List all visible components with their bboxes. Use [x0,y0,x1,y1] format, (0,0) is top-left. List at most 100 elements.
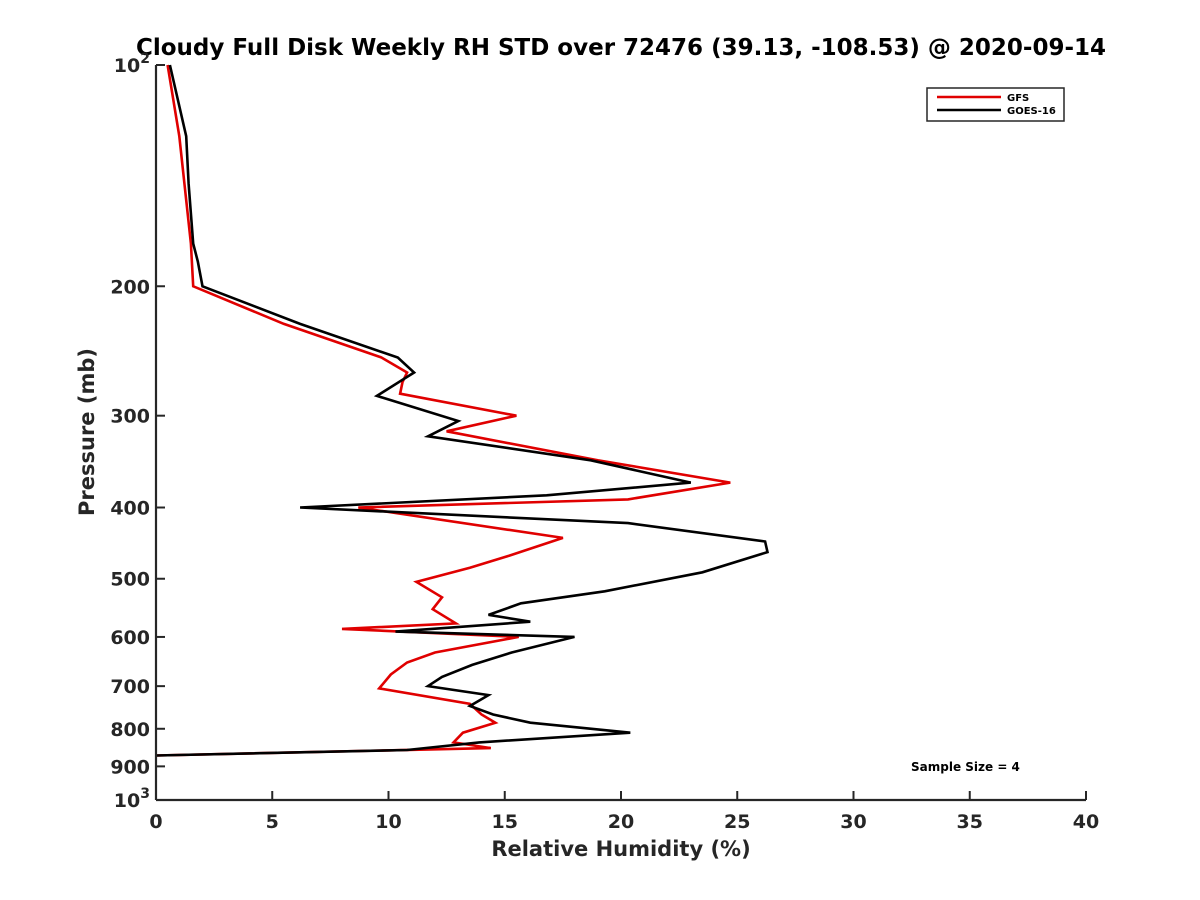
data-point-goes16 [573,636,575,638]
data-point-goes16 [590,459,592,461]
data-point-goes16 [427,435,429,437]
data-point-goes16 [764,540,766,542]
data-point-goes16 [394,630,396,632]
data-point-goes16 [187,182,189,184]
data-point-goes16 [529,722,531,724]
data-point-goes16 [492,713,494,715]
data-point-goes16 [299,323,301,325]
data-point-goes16 [201,285,203,287]
series-layer [155,64,770,757]
data-point-gfs [627,498,629,500]
data-point-gfs [390,673,392,675]
x-tick-label: 30 [840,811,866,833]
x-axis-label: Relative Humidity (%) [491,837,750,861]
chart-title: Cloudy Full Disk Weekly RH STD over 7247… [136,35,1106,61]
y-tick-label: 500 [110,569,150,591]
data-point-gfs [445,430,447,432]
data-point-goes16 [766,551,768,553]
y-tick-label: 900 [110,756,150,778]
data-point-goes16 [376,395,378,397]
legend-label-goes16: GOES-16 [1007,106,1056,117]
data-point-goes16 [413,371,415,373]
series-line-goes16 [155,64,770,757]
data-point-goes16 [487,614,489,616]
data-point-gfs [357,506,359,508]
data-point-gfs [190,242,192,244]
data-point-gfs [341,628,343,630]
data-point-goes16 [627,522,629,524]
data-point-goes16 [604,590,606,592]
data-point-gfs [562,537,564,539]
data-point-gfs [515,415,517,417]
data-point-gfs [432,608,434,610]
x-tick-label: 25 [724,811,750,833]
y-tick-label: 102 [114,51,150,77]
series-line-gfs [155,64,731,757]
data-point-gfs [508,554,510,556]
data-point-goes16 [487,694,489,696]
data-point-goes16 [299,506,301,508]
data-point-gfs [399,393,401,395]
data-point-goes16 [192,242,194,244]
data-point-goes16 [169,64,171,66]
data-point-goes16 [511,651,513,653]
data-point-gfs [415,581,417,583]
y-tick-label: 600 [110,627,150,649]
data-point-goes16 [185,135,187,137]
data-point-goes16 [529,621,531,623]
y-tick-label: 700 [110,676,150,698]
data-point-gfs [406,661,408,663]
x-tick-label: 5 [266,811,279,833]
data-point-goes16 [545,494,547,496]
data-point-gfs [166,64,168,66]
x-tick-label: 40 [1073,811,1099,833]
y-tick-label: 400 [110,498,150,520]
x-tick-label: 15 [492,811,518,833]
data-point-gfs [283,323,285,325]
x-tick-label: 20 [608,811,634,833]
data-point-gfs [452,741,454,743]
data-point-goes16 [427,685,429,687]
data-point-gfs [178,135,180,137]
y-tick-label: 103 [114,786,150,812]
x-tick-label: 35 [957,811,983,833]
legend-label-gfs: GFS [1007,93,1029,104]
data-point-gfs [729,481,731,483]
data-point-goes16 [406,749,408,751]
x-tick-label: 0 [149,811,162,833]
y-tick-label: 200 [110,276,150,298]
y-ticks: 102 200 300 400 500 600 700 800 900 103 [110,51,165,812]
legend: GFS GOES-16 [926,87,1065,122]
x-ticks: 0 5 10 15 20 25 30 35 40 [149,791,1099,833]
x-tick-label: 10 [375,811,401,833]
data-point-goes16 [441,676,443,678]
data-point-goes16 [457,420,459,422]
data-point-gfs [441,596,443,598]
data-point-goes16 [629,732,631,734]
data-point-goes16 [690,481,692,483]
data-point-goes16 [471,664,473,666]
data-point-gfs [434,651,436,653]
data-point-gfs [380,356,382,358]
data-point-gfs [378,687,380,689]
y-tick-label: 800 [110,719,150,741]
data-point-goes16 [397,356,399,358]
data-point-gfs [490,747,492,749]
y-tick-label: 300 [110,406,150,428]
data-point-gfs [192,285,194,287]
data-point-gfs [406,371,408,373]
data-point-gfs [462,732,464,734]
data-point-goes16 [197,260,199,262]
data-point-goes16 [469,705,471,707]
data-point-goes16 [520,602,522,604]
axes [154,65,1086,802]
data-point-goes16 [478,741,480,743]
data-point-gfs [469,567,471,569]
data-point-gfs [480,713,482,715]
data-point-goes16 [701,571,703,573]
data-point-gfs [455,622,457,624]
sample-size-annotation: Sample Size = 4 [911,760,1020,774]
y-axis-label: Pressure (mb) [75,348,99,516]
data-point-gfs [494,722,496,724]
